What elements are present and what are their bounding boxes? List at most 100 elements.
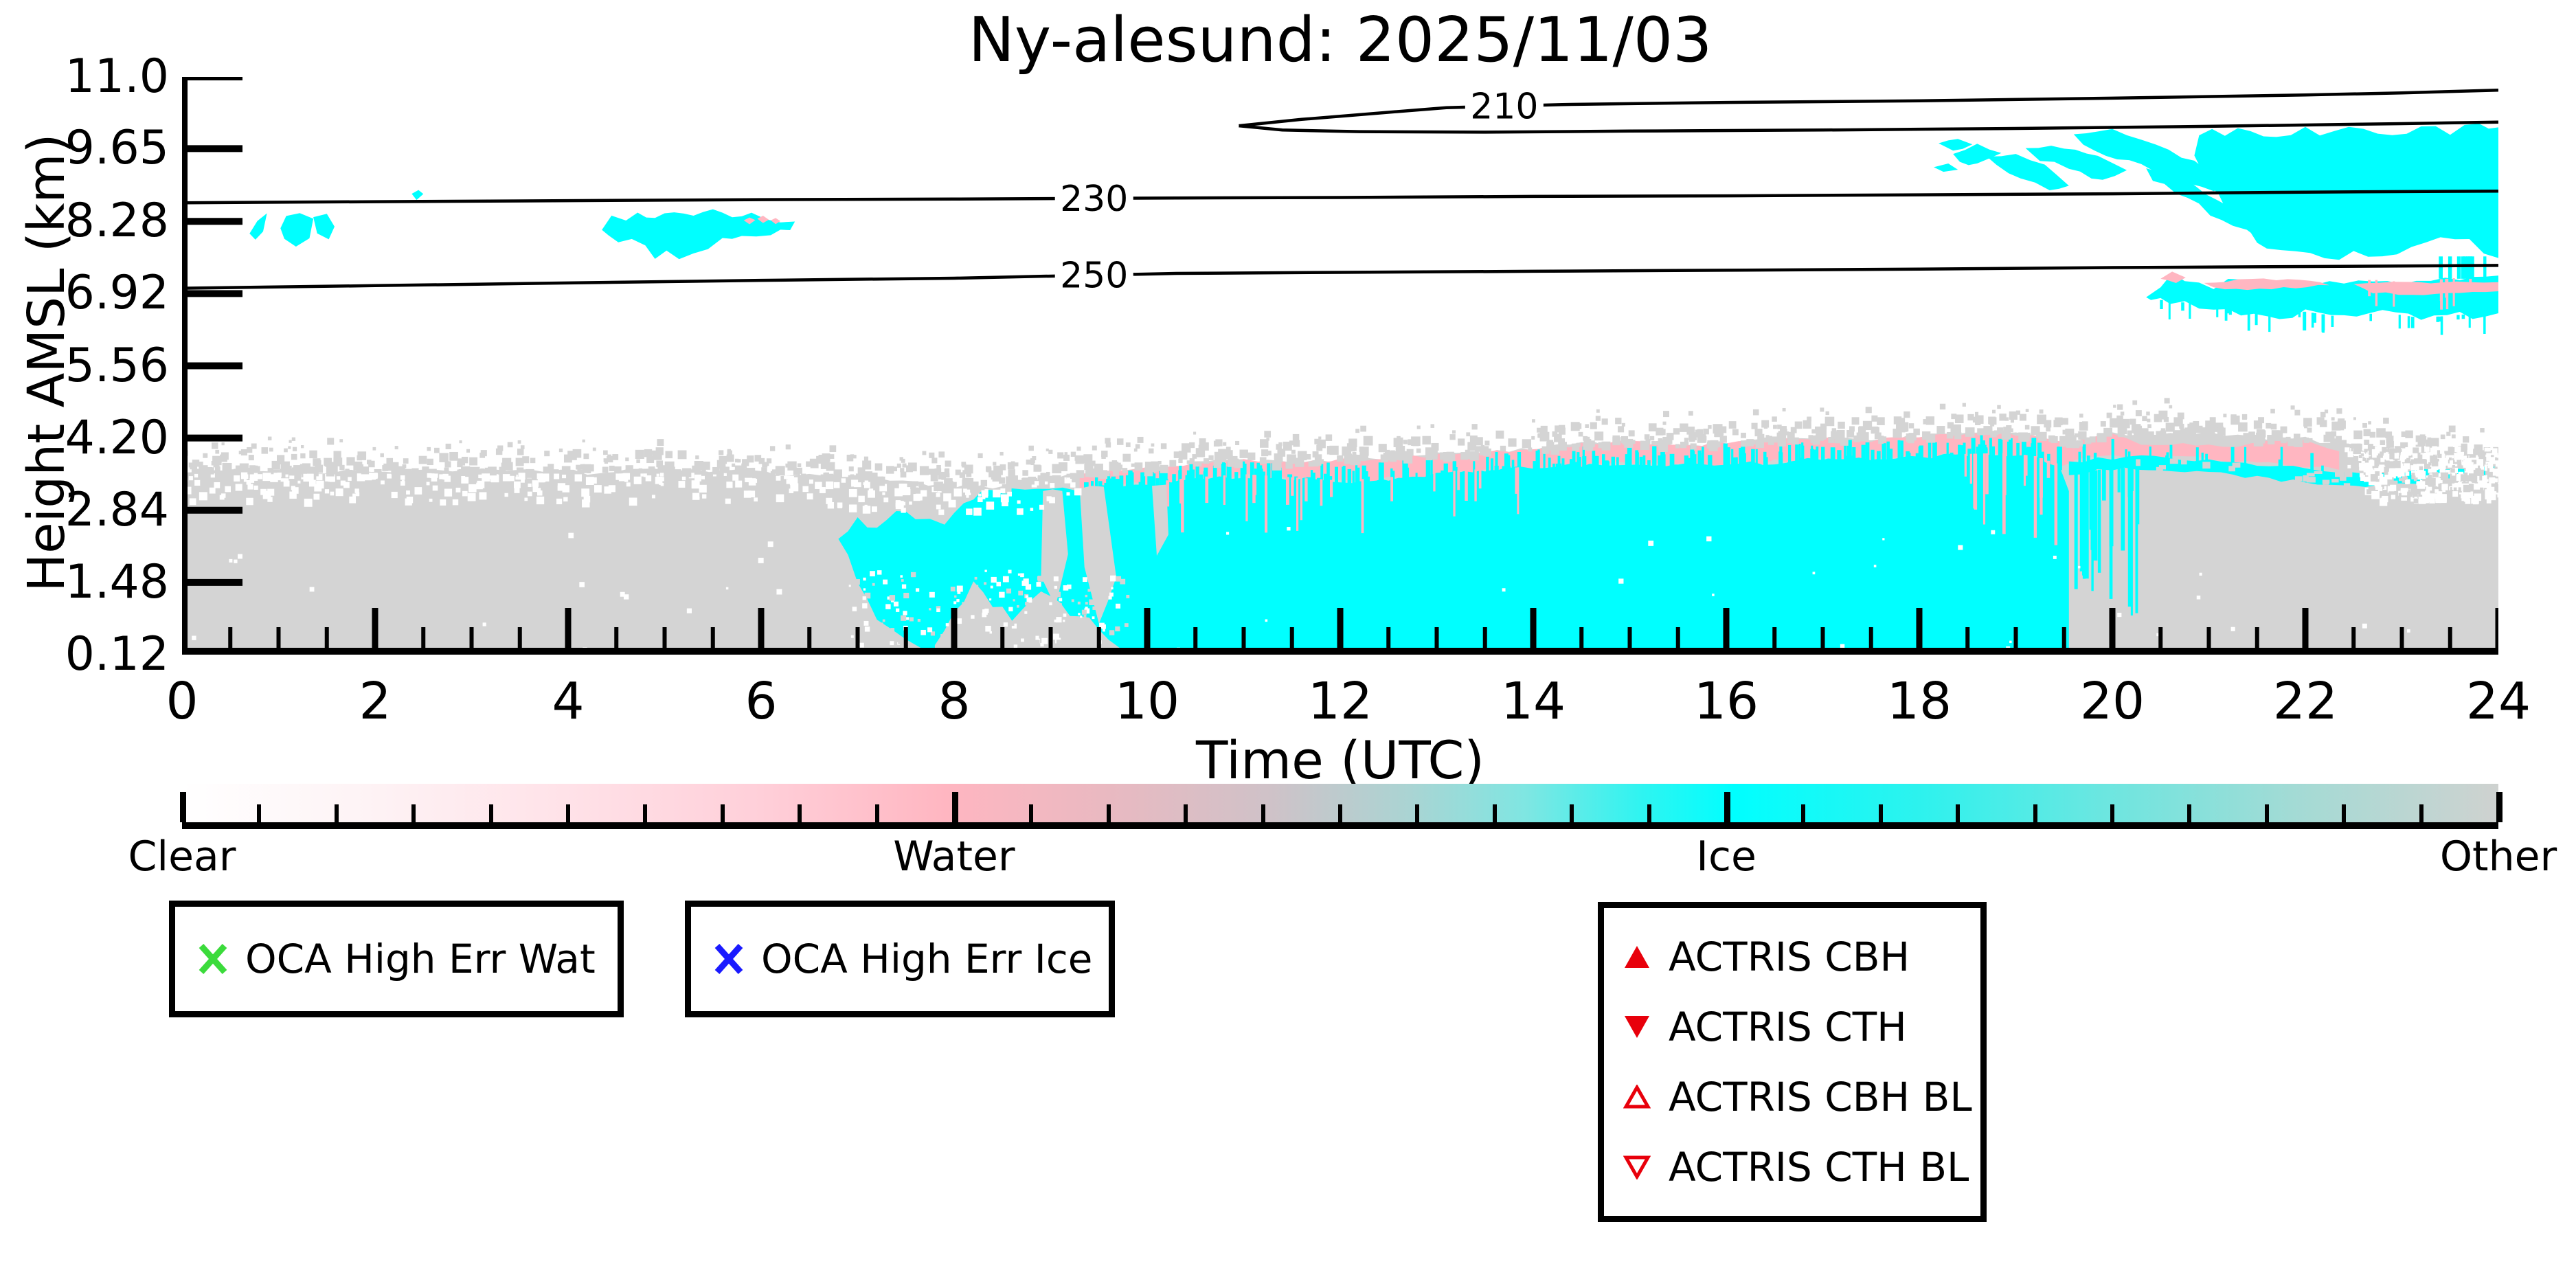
colorbar-tick (798, 804, 802, 822)
x-tick-label: 20 (2079, 672, 2145, 731)
colorbar-tick (2342, 804, 2347, 822)
colorbar-tick (1878, 804, 1883, 822)
colorbar-tick (1647, 804, 1651, 822)
colorbar-tick (1415, 804, 1420, 822)
cirrus-c (1987, 154, 2069, 190)
legend-label: ACTRIS CBH BL (1669, 1074, 1972, 1120)
colorbar-tick (1724, 792, 1730, 822)
plot-area: 210 230 250 (182, 77, 2498, 655)
colorbar-tick (488, 804, 493, 822)
colorbar-tick (1492, 804, 1497, 822)
legend-row-actris-cth: ACTRIS CTH (1623, 1004, 1907, 1050)
y-tick-label: 0.12 (65, 627, 169, 681)
contour-label-250: 250 (1060, 255, 1128, 296)
cirrus-b (1953, 144, 2002, 166)
legend-row-actris-cbh-bl: ACTRIS CBH BL (1623, 1074, 1972, 1120)
water-strip-lowband-2 (2353, 281, 2498, 295)
colorbar-axis-line (182, 822, 2498, 829)
x-tick-label: 16 (1693, 672, 1759, 731)
colorbar-tick (2264, 804, 2269, 822)
colorbar-tick (1570, 804, 1574, 822)
y-tick-label: 1.48 (65, 554, 169, 609)
ice-patch-0100b (313, 214, 335, 240)
y-tick-label: 4.20 (65, 410, 169, 465)
colorbar-tick (566, 804, 570, 822)
cirrus-e (2073, 128, 2233, 192)
x-marker-icon (197, 943, 229, 975)
x-marker-icon (713, 943, 745, 975)
contour-label-230: 230 (1060, 179, 1128, 220)
gray-column-b (1079, 486, 1116, 624)
x-axis-label: Time (UTC) (1195, 730, 1485, 791)
x-tick-label: 14 (1500, 672, 1566, 731)
colorbar-tick (643, 804, 648, 822)
chart-title: Ny-alesund: 2025/11/03 (968, 4, 1713, 76)
water-fleck-1 (743, 217, 756, 225)
legend-label: ACTRIS CTH BL (1669, 1144, 1969, 1190)
x-tick-label: 18 (1886, 672, 1952, 731)
legend-label: OCA High Err Wat (245, 936, 596, 982)
contour-250 (182, 264, 2498, 290)
water-fleck-3 (771, 218, 781, 225)
ice-dot-0224 (411, 190, 424, 201)
legend-label: OCA High Err Ice (761, 936, 1093, 982)
ice-patch-0430-0620 (602, 209, 795, 260)
colorbar-tick (180, 792, 186, 822)
legend-actris: ACTRIS CBH ACTRIS CTH ACTRIS CBH BL ACTR… (1598, 902, 1987, 1222)
x-axis-spine (182, 648, 2498, 655)
legend-row-actris-cbh: ACTRIS CBH (1623, 934, 1910, 980)
colorbar-tick (2496, 792, 2502, 822)
x-tick-label: 0 (166, 672, 199, 731)
y-tick-label: 2.84 (65, 482, 169, 537)
colorbar-label-water: Water (893, 833, 1015, 881)
colorbar-label-ice: Ice (1696, 833, 1756, 881)
colorbar-tick (2187, 804, 2192, 822)
legend-oca-high-err-wat: OCA High Err Wat (169, 901, 624, 1017)
x-tick-label: 12 (1307, 672, 1373, 731)
colorbar-tick (1956, 804, 1961, 822)
colorbar-tick (411, 804, 416, 822)
y-axis-spine (182, 77, 188, 655)
x-tick-label: 24 (2465, 672, 2531, 731)
y-tick-label: 5.56 (65, 338, 169, 393)
x-tick-label: 10 (1114, 672, 1180, 731)
contour-230 (182, 189, 2498, 205)
ice-main-mass (838, 452, 2069, 655)
y-tick-label: 9.65 (65, 121, 169, 176)
colorbar-tick (874, 804, 879, 822)
x-tick-label: 4 (552, 672, 585, 731)
water-fleck-2 (757, 216, 769, 223)
gray-column-c (1152, 484, 1168, 556)
y-tick-label: 8.28 (65, 194, 169, 249)
triangle-down-filled-icon (1623, 1015, 1651, 1039)
water-strip-lowband-1 (2204, 278, 2330, 291)
cirrus-a (1939, 139, 1973, 151)
colorbar-tick (1261, 804, 1265, 822)
colorbar-tick (1338, 804, 1342, 822)
colorbar-tick (2110, 804, 2114, 822)
colorbar-tick (1184, 804, 1188, 822)
y-tick-label: 6.92 (65, 266, 169, 321)
colorbar-tick (334, 804, 339, 822)
colorbar-tick (1801, 804, 1806, 822)
legend-row-actris-cth-bl: ACTRIS CTH BL (1623, 1144, 1969, 1190)
cloud-phase-heatmap: 210 230 250 (182, 77, 2498, 655)
triangle-up-filled-icon (1623, 945, 1651, 969)
contour-210 (1239, 89, 2498, 128)
cirrus-d (2025, 146, 2127, 180)
colorbar-tick (720, 804, 725, 822)
triangle-up-open-icon (1623, 1085, 1651, 1109)
y-tick-label: 11.0 (65, 49, 169, 104)
cirrus-g (1934, 163, 1958, 172)
legend-label: ACTRIS CTH (1669, 1004, 1907, 1050)
gray-bottom-wedge (934, 581, 1123, 655)
legend-oca-high-err-ice: OCA High Err Ice (685, 901, 1115, 1017)
colorbar-tick (2033, 804, 2037, 822)
gray-column-a (1041, 489, 1068, 607)
triangle-down-open-icon (1623, 1155, 1651, 1179)
water-bump-2040 (2160, 271, 2186, 283)
contour-210 (1239, 120, 2498, 134)
colorbar-tick (2419, 804, 2424, 822)
colorbar-label-clear: Clear (128, 833, 236, 881)
